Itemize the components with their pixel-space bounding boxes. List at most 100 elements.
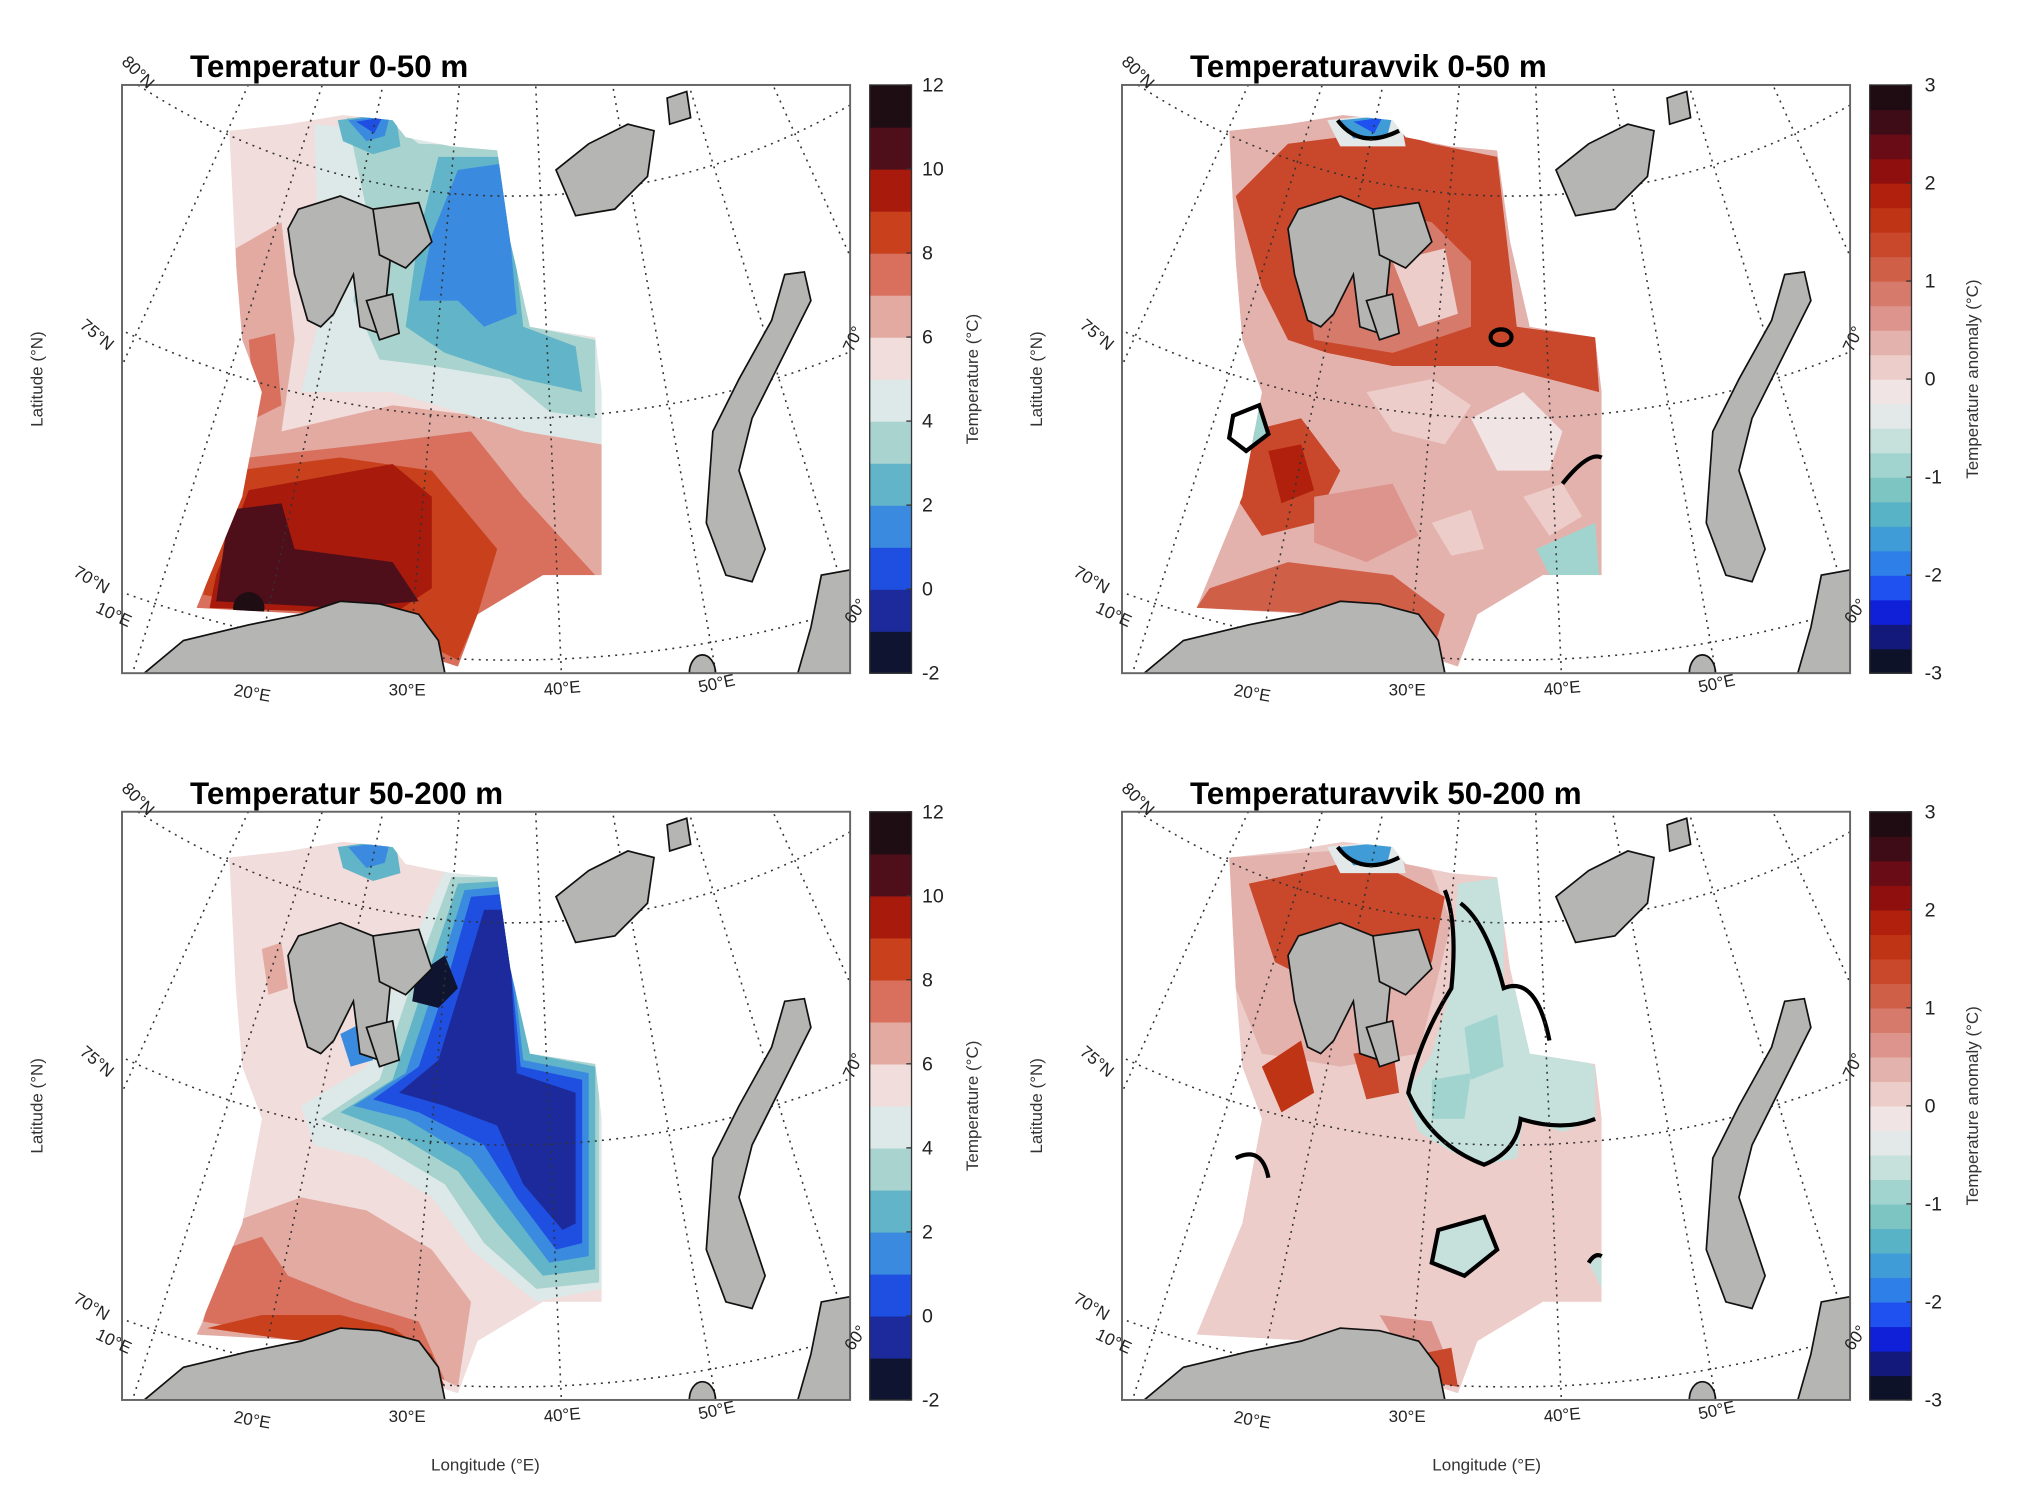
colorbar-band — [1869, 403, 1912, 429]
colorbar-tick-label: -2 — [922, 1389, 939, 1411]
longitude-label: 50°E — [697, 1397, 737, 1423]
land-mass — [666, 90, 692, 126]
zero-contour-line — [1226, 402, 1271, 454]
contour-fill — [1261, 1040, 1315, 1113]
colorbar-tick-label: -3 — [1925, 1389, 1943, 1411]
latitude-gridline — [122, 329, 851, 419]
colorbar-band — [1869, 1203, 1912, 1230]
colorbar-band — [1869, 885, 1912, 911]
longitude-label: 50°E — [697, 670, 737, 696]
contour-fill — [1392, 248, 1458, 327]
colorbar-band — [1869, 550, 1912, 576]
land-mass — [1554, 850, 1655, 944]
latitude-label: 75°N — [76, 315, 117, 354]
colorbar-band — [869, 937, 912, 981]
colorbar: -3 -2 -1 0 1 2 3 Temperature anomaly (°C) — [1869, 801, 1982, 1411]
map-panel-temp-0-50: Temperatur 0-50 m 80°N 75°N 70°N10°E 20°E 30°… — [27, 49, 982, 706]
colorbar-band — [869, 295, 912, 338]
colorbar-tick-label: 0 — [922, 579, 933, 601]
land-mass — [142, 1327, 446, 1400]
contour-fill — [216, 503, 419, 608]
colorbar-band — [1869, 1056, 1912, 1082]
longitude-gridline — [1534, 84, 1563, 674]
panel-title: Temperatur 50-200 m — [190, 776, 503, 811]
longitude-label: 10°E — [93, 1325, 135, 1358]
longitude-label: 20°E — [1232, 681, 1272, 706]
colorbar-band — [1869, 1228, 1912, 1254]
colorbar-tick-label: -1 — [1925, 1193, 1942, 1215]
land-mass — [1142, 600, 1446, 674]
longitude-label: 30°E — [389, 1407, 426, 1426]
colorbar-band — [869, 547, 912, 590]
land-mass — [1705, 270, 1812, 583]
colorbar-frame — [869, 84, 913, 674]
colorbar-band — [1869, 84, 1912, 111]
map-panel-anom-0-50: Temperaturavvik 0-50 m80°N75°N70°N10°E20… — [1027, 49, 1982, 706]
colorbar-band — [1869, 133, 1912, 160]
land-mass — [705, 270, 812, 583]
colorbar-band — [1869, 330, 1912, 356]
latitude-label: 75°N — [76, 1042, 117, 1081]
colorbar-tick-label: 12 — [922, 75, 944, 97]
colorbar-band — [1869, 256, 1912, 282]
longitude-label: 50°E — [1697, 670, 1737, 696]
zero-contour-line — [1335, 845, 1401, 868]
longitude-label: 10°E — [1093, 598, 1135, 631]
panel-title: Temperaturavvik 0-50 m — [1190, 49, 1547, 84]
panel-title: Temperatur 0-50 m — [190, 49, 468, 84]
colorbar-band — [1869, 958, 1912, 984]
colorbar-tick-label: 0 — [1925, 1095, 1936, 1117]
colorbar-tick-label: -1 — [1925, 467, 1942, 489]
colorbar-tick-label: 1 — [1925, 271, 1936, 293]
latitude-gridline — [1121, 1056, 1851, 1146]
land-mass — [796, 569, 851, 674]
longitude-gridline — [1611, 811, 1717, 1400]
colorbar-band — [1869, 207, 1912, 233]
edge-label: 70° — [1839, 323, 1867, 354]
colorbar-band — [1869, 1301, 1912, 1328]
contour-fill — [418, 163, 517, 327]
land-mass — [554, 123, 655, 217]
map-area — [1121, 811, 1851, 1400]
zero-contour-line — [1560, 454, 1603, 485]
contour-fill — [1268, 444, 1315, 504]
contour-fill — [261, 942, 289, 995]
longitude-label: 30°E — [1389, 680, 1426, 699]
colorbar-tick-label: -3 — [1925, 663, 1943, 685]
latitude-label: 80°N — [1118, 779, 1158, 819]
colorbar-tick-label: -2 — [1925, 1291, 1942, 1313]
zero-contour-line — [1234, 1152, 1271, 1179]
colorbar-band — [1869, 428, 1912, 454]
colorbar-band — [1869, 526, 1912, 552]
colorbar-band — [1869, 183, 1912, 209]
colorbar-frame — [869, 811, 913, 1401]
colorbar-band — [869, 979, 912, 1023]
colorbar-band — [1869, 1277, 1912, 1303]
colorbar-band — [1869, 354, 1912, 380]
longitude-gridline — [772, 811, 851, 985]
latitude-label: 75°N — [1076, 315, 1117, 354]
zero-contour-line — [1406, 889, 1596, 1167]
colorbar-band — [869, 1231, 912, 1275]
contour-fill — [1314, 483, 1419, 563]
colorbar-band — [869, 168, 912, 212]
colorbar-band — [1869, 983, 1912, 1009]
colorbar-band — [1869, 379, 1912, 405]
zero-contour-line — [1459, 901, 1552, 1041]
longitude-label: 30°E — [1389, 1407, 1426, 1426]
longitude-label: 20°E — [1232, 1407, 1272, 1432]
colorbar-tick-label: 10 — [922, 885, 944, 907]
longitude-gridline — [611, 811, 717, 1400]
longitude-gridline — [611, 84, 717, 674]
longitude-label: 30°E — [389, 680, 426, 699]
land-mass — [1365, 293, 1401, 341]
latitude-label: 70°N — [1070, 1289, 1112, 1324]
latitude-gridline — [122, 1056, 851, 1146]
longitude-gridline — [1534, 811, 1563, 1400]
zero-contour-line — [1488, 327, 1514, 348]
colorbar-band — [869, 421, 912, 464]
colorbar: -2 0 2 4 6 8 10 12 Temperature (°C) — [869, 801, 982, 1411]
longitude-label: 40°E — [1543, 677, 1582, 699]
y-axis-label: Latitude (°N) — [1027, 1058, 1046, 1154]
map-area — [122, 84, 851, 674]
